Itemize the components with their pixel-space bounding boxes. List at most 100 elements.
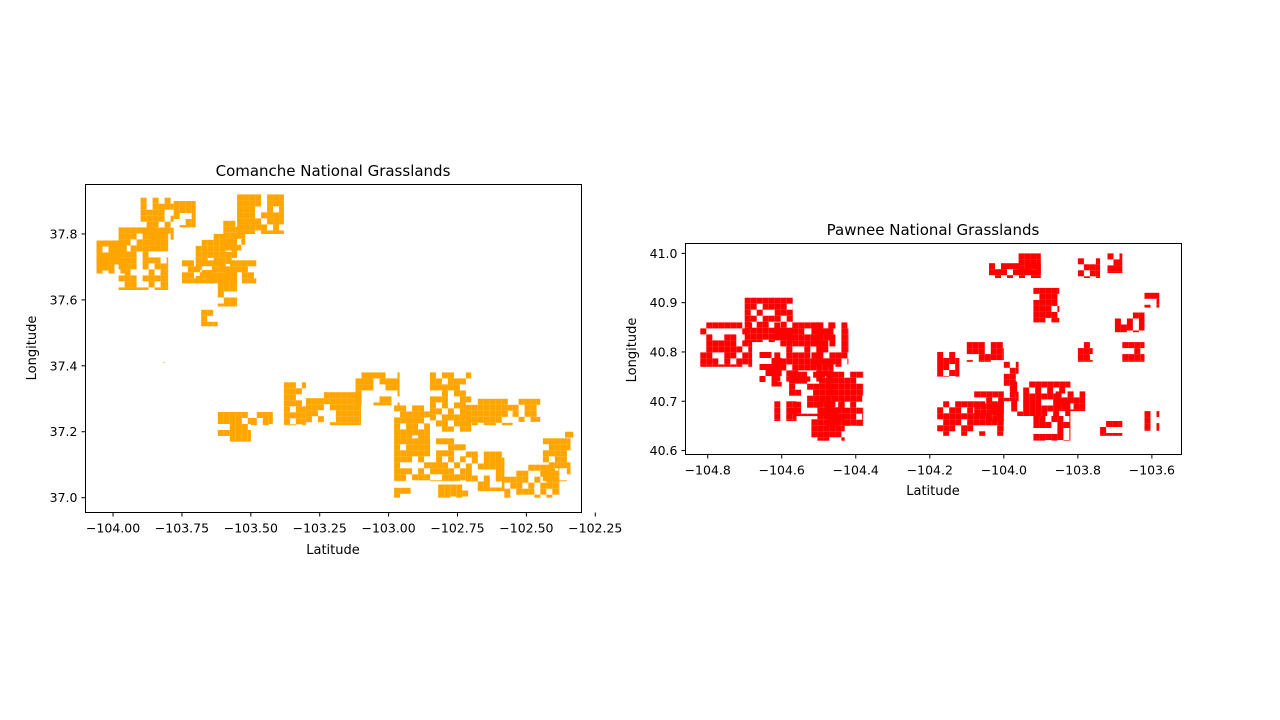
comanche-region-cell — [295, 418, 302, 425]
comanche-region-cell — [530, 404, 537, 411]
comanche-region-cell — [465, 396, 472, 403]
pawnee-region-cell — [992, 403, 999, 410]
pawnee-region-cell — [949, 407, 956, 414]
comanche-region-cell — [191, 219, 196, 225]
comanche-region-cell — [311, 410, 318, 417]
comanche-region-cell — [397, 372, 400, 379]
comanche-region-cell — [522, 488, 529, 495]
comanche-region-cell — [241, 232, 246, 239]
pawnee-region-cell — [949, 352, 956, 358]
pawnee-region-cell — [835, 431, 842, 438]
comanche-region-cell — [114, 258, 121, 265]
pawnee-x-tick-label: −104.0 — [981, 463, 1027, 478]
comanche-region-cell — [477, 481, 484, 488]
pawnee-region-cell — [811, 322, 818, 329]
comanche-region-cell — [471, 457, 478, 464]
pawnee-region-cell — [841, 401, 845, 408]
pawnee-region-cell — [986, 397, 993, 404]
comanche-region-cell — [516, 482, 523, 489]
pawnee-region-cell — [829, 334, 836, 341]
comanche-region-cell — [530, 416, 537, 422]
comanche-region-cell — [219, 251, 226, 258]
pawnee-region-cell — [706, 346, 713, 353]
pawnee-region-cell — [937, 352, 944, 358]
pawnee-region-cell — [1065, 411, 1071, 416]
pawnee-region-cell — [786, 419, 793, 421]
comanche-region-cell — [560, 456, 567, 463]
pawnee-region-cell — [847, 334, 849, 341]
pawnee-region-cell — [823, 364, 830, 367]
pawnee-region-cell — [832, 371, 839, 378]
comanche-region-cell — [391, 378, 398, 385]
pawnee-region-cell — [998, 397, 1004, 404]
comanche-region-cell — [235, 279, 238, 286]
pawnee-region-cell — [955, 364, 960, 370]
pawnee-region-cell — [990, 342, 997, 349]
comanche-region-cell — [219, 245, 226, 252]
comanche-region-cell — [447, 414, 454, 421]
pawnee-region-cell — [844, 383, 851, 390]
comanche-region-cell — [185, 201, 192, 207]
pawnee-region-cell — [1112, 433, 1119, 436]
comanche-region-cell — [441, 384, 448, 391]
pawnee-region-cell — [823, 401, 830, 408]
comanche-region-cell — [96, 246, 103, 253]
pawnee-region-cell — [1007, 275, 1013, 278]
pawnee-region-cell — [813, 413, 820, 417]
comanche-region-cell — [355, 402, 362, 406]
pawnee-region-cell — [949, 370, 956, 376]
comanche-region-cell — [560, 480, 567, 482]
pawnee-region-cell — [819, 389, 826, 396]
comanche-region-cell — [448, 480, 455, 482]
pawnee-region-cell — [1134, 348, 1141, 355]
pawnee-region-cell — [967, 413, 974, 420]
pawnee-x-tick-label: −104.4 — [833, 463, 879, 478]
comanche-region-cell — [223, 430, 230, 436]
comanche-y-axis-label: Longitude — [25, 316, 40, 381]
comanche-region-cell — [489, 404, 496, 411]
pawnee-region-cell — [1138, 312, 1145, 319]
comanche-region-cell — [489, 451, 496, 458]
comanche-region-cell — [477, 410, 484, 417]
pawnee-region-cell — [1035, 387, 1042, 394]
pawnee-region-cell — [817, 322, 824, 329]
comanche-region-cell — [397, 378, 400, 385]
pawnee-region-cell — [826, 383, 833, 390]
pawnee-region-cell — [750, 327, 757, 334]
comanche-map-panel: Comanche National Grasslands −104.00 −103… — [25, 162, 622, 558]
comanche-region-cell — [267, 194, 274, 201]
pawnee-region-cell — [1156, 304, 1160, 308]
comanche-region-cell — [235, 418, 242, 424]
pawnee-region-cell — [724, 352, 731, 359]
comanche-region-cell — [536, 416, 541, 422]
comanche-region-cell — [447, 408, 454, 415]
comanche-x-tick-label: −103.75 — [155, 521, 209, 536]
comanche-region-cell — [483, 404, 490, 411]
pawnee-region-cell — [955, 370, 960, 376]
comanche-region-cell — [471, 475, 478, 482]
pawnee-region-cell — [1057, 428, 1064, 434]
pawnee-region-cell — [1036, 271, 1041, 274]
pawnee-region-cell — [995, 275, 1001, 278]
comanche-region-cell — [166, 287, 169, 290]
comanche-region-cell — [501, 475, 505, 482]
comanche-y-tick-label: 37.8 — [50, 226, 78, 241]
pawnee-region-cell — [1015, 367, 1019, 374]
comanche-region-cell — [179, 225, 186, 228]
comanche-region-cell — [160, 245, 167, 252]
pawnee-region-cell — [996, 354, 1003, 361]
pawnee-region-cell — [1083, 276, 1090, 278]
comanche-region-cell — [273, 218, 280, 225]
pawnee-x-tick-label: −104.8 — [685, 463, 731, 478]
comanche-region-cell — [436, 480, 443, 482]
pawnee-region-cell — [823, 425, 830, 432]
pawnee-region-cell — [1039, 317, 1046, 323]
pawnee-region-cell — [828, 364, 834, 371]
pawnee-region-cell — [1035, 399, 1042, 406]
pawnee-region-cell — [1114, 318, 1121, 325]
pawnee-region-cell — [712, 340, 719, 347]
comanche-region-cell — [501, 463, 505, 470]
comanche-region-cell — [148, 233, 155, 240]
pawnee-region-cell — [748, 340, 753, 347]
pawnee-region-cell — [1107, 253, 1114, 260]
